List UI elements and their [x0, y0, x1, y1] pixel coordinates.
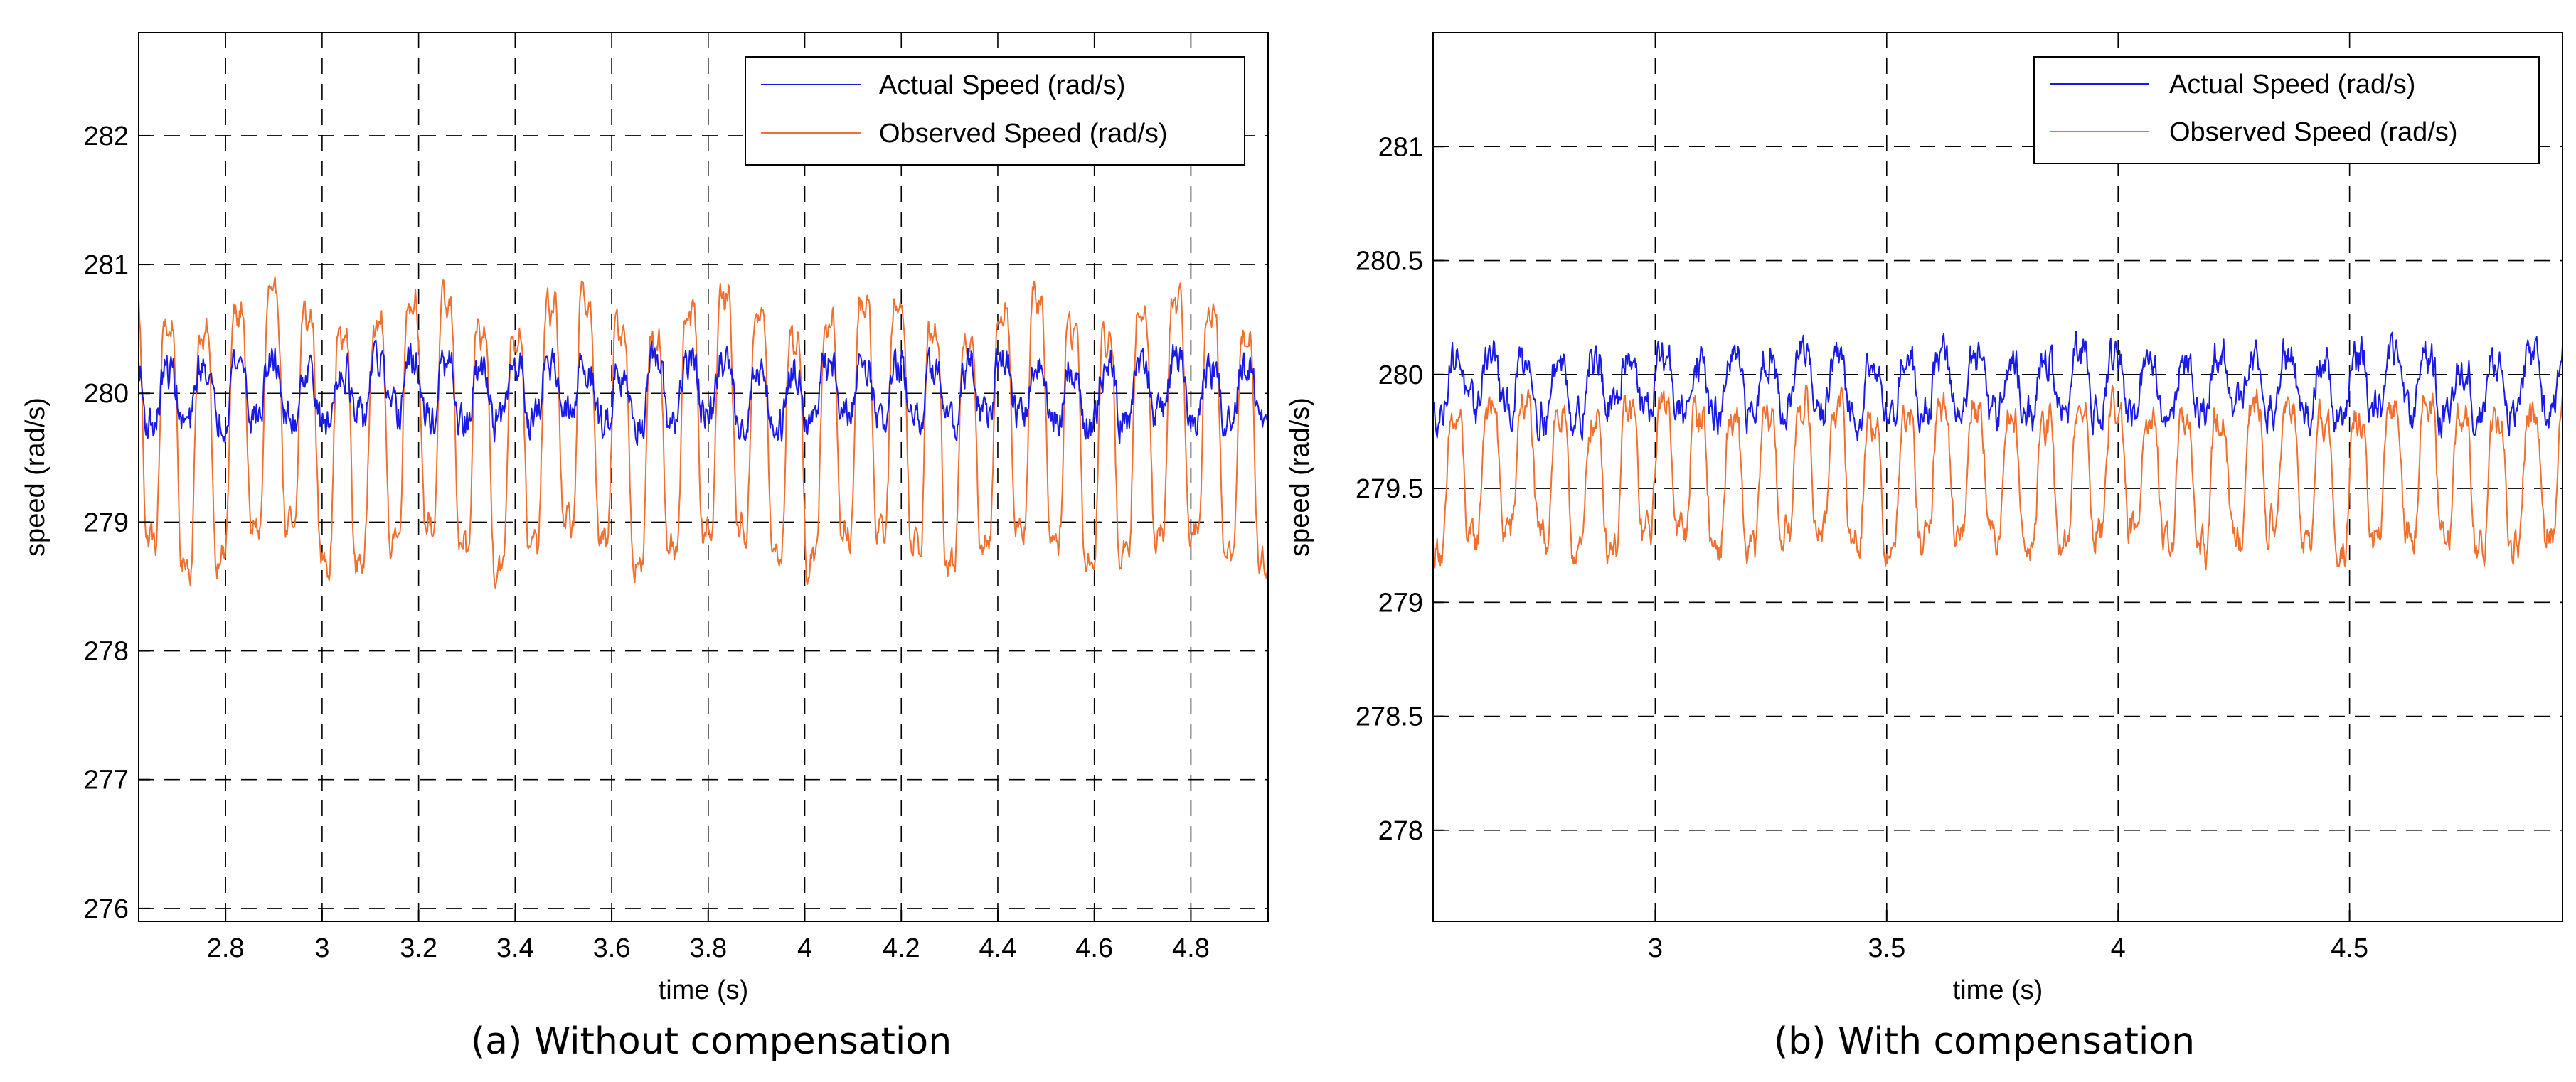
panel-b-caption: (b) With compensation [1774, 1020, 2195, 1063]
panel-a-y-axis-label: speed (rad/s) [21, 397, 50, 557]
panel-b-x-tick-label: 3.5 [1868, 933, 1905, 963]
panel-a-legend-box [745, 56, 1245, 166]
panel-a-plot-area [139, 33, 1268, 921]
panel-a-x-axis-label: time (s) [659, 975, 749, 1005]
panel-b-y-tick-label: 278 [1378, 816, 1423, 846]
panel-a-x-tick-label: 3.4 [496, 933, 534, 963]
panel-a-x-tick-label: 3.8 [689, 933, 727, 963]
panel-a-grid [139, 33, 1268, 921]
panel-a-y-tick-label: 280 [84, 379, 129, 409]
panel-b-y-tick-label: 280.5 [1356, 247, 1423, 277]
panel-b-legend-observed-label: Observed Speed (rad/s) [2169, 117, 2458, 147]
panel-a-y-tick-label: 282 [84, 122, 129, 151]
panel-a-legend: Actual Speed (rad/s) Observed Speed (rad… [745, 56, 1245, 166]
panel-b-x-tick-label: 3 [1648, 933, 1663, 963]
panel-a-caption: (a) Without compensation [471, 1020, 952, 1063]
panel-a-y-tick-label: 277 [84, 766, 129, 796]
panel-a-y-tick-label: 279 [84, 508, 129, 537]
panel-a-series [139, 276, 1268, 589]
panel-a-x-tick-label: 3 [314, 933, 329, 963]
panel-b-series-observed-line [1433, 385, 2562, 571]
panel-b: 3 3.5 4 4.5 278 278.5 279 279.5 280 280.5 281 tim… [1285, 32, 2563, 1063]
panel-a-x-tick-label: 4.6 [1075, 933, 1113, 963]
panel-b-legend-actual-label: Actual Speed (rad/s) [2169, 70, 2415, 100]
panel-a-x-tick-label: 4 [797, 933, 812, 963]
panel-a-x-tick-label: 4.2 [883, 933, 920, 963]
panel-b-x-ticks: 3 3.5 4 4.5 [1648, 910, 2368, 963]
panel-b-legend-box [2033, 56, 2540, 164]
panel-a-x-tick-label: 3.2 [400, 933, 437, 963]
panel-b-legend: Actual Speed (rad/s) Observed Speed (rad… [2033, 56, 2540, 164]
panel-b-series [1433, 331, 2562, 571]
panel-b-y-tick-label: 280 [1378, 360, 1423, 390]
panel-b-frame [1432, 32, 2563, 922]
panel-a-legend-actual-label: Actual Speed (rad/s) [879, 70, 1125, 100]
panel-a-legend-observed-label: Observed Speed (rad/s) [879, 119, 1168, 149]
panel-a-frame [138, 32, 1269, 922]
panel-a-series-observed-line [139, 276, 1268, 589]
panel-b-y-ticks: 278 278.5 279 279.5 280 280.5 281 [1356, 132, 1444, 846]
panel-b-series-actual-line [1433, 331, 2562, 442]
panel-b-x-axis-label: time (s) [1953, 975, 2043, 1005]
panel-a-x-tick-label: 4.8 [1172, 933, 1210, 963]
panel-b-y-tick-label: 281 [1378, 132, 1423, 162]
panel-b-y-tick-label: 279 [1378, 588, 1423, 618]
panel-b-y-tick-label: 279.5 [1356, 474, 1423, 504]
panel-b-x-tick-label: 4.5 [2331, 933, 2368, 963]
panel-a-y-tick-label: 276 [84, 894, 129, 924]
panel-b-x-tick-label: 4 [2111, 933, 2126, 963]
panel-a-y-tick-label: 281 [84, 250, 129, 280]
panel-a-x-tick-label: 3.6 [593, 933, 631, 963]
panel-a-y-ticks: 276 277 278 279 280 281 282 [84, 122, 150, 924]
panel-a-x-tick-label: 4.4 [979, 933, 1017, 963]
panel-a-x-ticks: 2.8 3 3.2 3.4 3.6 3.8 4 4.2 4.4 4.6 4.8 [207, 910, 1210, 963]
panel-b-y-tick-label: 278.5 [1356, 702, 1423, 732]
panel-a-y-tick-label: 278 [84, 637, 129, 667]
panel-b-y-axis-label: speed (rad/s) [1285, 397, 1315, 557]
panel-a-series-actual-line [139, 339, 1268, 446]
panel-a-x-tick-label: 2.8 [207, 933, 245, 963]
panel-a: 2.8 3 3.2 3.4 3.6 3.8 4 4.2 4.4 4.6 4.8 2762772782… [21, 32, 1269, 1063]
